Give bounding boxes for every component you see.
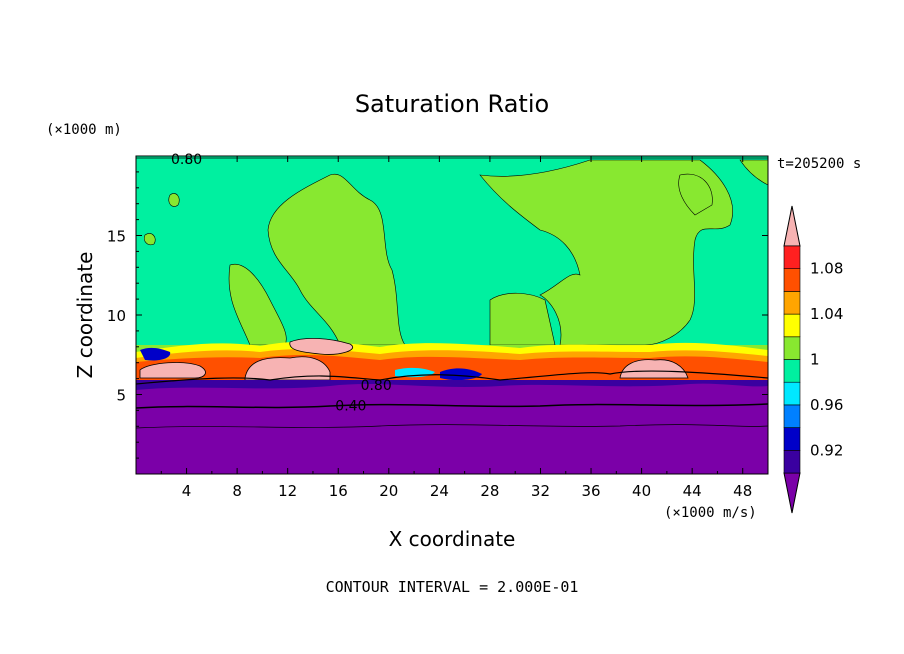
colorbar-tick-label: 0.96 bbox=[810, 396, 843, 414]
colorbar-swatch bbox=[783, 449, 801, 474]
x-tick-label: 36 bbox=[581, 482, 600, 500]
x-unit-label: (×1000 m/s) bbox=[664, 505, 757, 521]
contour-line bbox=[135, 403, 769, 409]
y-tick-label: 10 bbox=[107, 307, 126, 325]
contour-label: 0.80 bbox=[361, 378, 392, 394]
contour-line bbox=[135, 370, 769, 385]
contour-interval-footer: CONTOUR INTERVAL = 2.000E-01 bbox=[326, 578, 579, 596]
transition-band-wave bbox=[136, 383, 768, 394]
upper-moist-patch bbox=[143, 233, 156, 246]
colorbar-tick-label: 1.04 bbox=[810, 305, 843, 323]
cloud-layer-pink bbox=[139, 362, 206, 379]
cloud-layer-pink bbox=[244, 356, 331, 381]
upper-moist-patch bbox=[678, 173, 713, 216]
colorbar-tick-label: 1 bbox=[810, 351, 820, 369]
contour-line bbox=[135, 424, 769, 429]
x-tick-label: 12 bbox=[278, 482, 297, 500]
y-axis: 5 10 15 bbox=[107, 171, 768, 459]
x-axis: 4 8 12 16 20 24 28 32 36 40 44 48 bbox=[160, 156, 752, 500]
y-tick-label: 15 bbox=[107, 228, 126, 246]
cloud-layer-blue bbox=[140, 347, 171, 361]
cloud-layer-blue bbox=[440, 368, 482, 381]
cloud-layer-pink bbox=[289, 338, 353, 355]
plot-area: 0.800.800.40 bbox=[135, 152, 769, 475]
colorbar-swatch bbox=[783, 336, 801, 360]
y-tick-label: 5 bbox=[116, 387, 126, 405]
upper-moist-patch bbox=[228, 263, 287, 346]
colorbar-swatch bbox=[783, 268, 801, 292]
x-axis-label: X coordinate bbox=[389, 527, 516, 551]
colorbar-swatch bbox=[783, 404, 801, 428]
y-axis-label: Z coordinate bbox=[73, 252, 97, 379]
x-tick-label: 16 bbox=[329, 482, 348, 500]
x-tick-label: 20 bbox=[379, 482, 398, 500]
contour-label: 0.40 bbox=[335, 399, 366, 415]
colorbar-tick-label: 1.08 bbox=[810, 260, 843, 278]
colorbar: 0.92 0.96 1 1.04 1.08 bbox=[783, 205, 843, 514]
colorbar-swatch bbox=[783, 245, 801, 270]
chart-title: Saturation Ratio bbox=[355, 90, 549, 118]
upper-moist-patch bbox=[489, 292, 556, 346]
colorbar-top-arrow bbox=[783, 205, 801, 247]
upper-moist-patch bbox=[479, 159, 733, 346]
upper-moist-patch bbox=[168, 193, 180, 207]
x-tick-label: 48 bbox=[733, 482, 752, 500]
x-tick-label: 28 bbox=[480, 482, 499, 500]
x-tick-label: 40 bbox=[632, 482, 651, 500]
y-unit-label: (×1000 m) bbox=[46, 122, 122, 138]
colorbar-bottom-arrow bbox=[783, 472, 801, 514]
colorbar-swatch bbox=[783, 359, 801, 383]
colorbar-swatch bbox=[783, 313, 801, 338]
upper-moist-patch bbox=[267, 173, 406, 346]
time-label: t=205200 s bbox=[777, 156, 861, 172]
x-tick-label: 8 bbox=[232, 482, 242, 500]
x-tick-label: 32 bbox=[531, 482, 550, 500]
colorbar-swatch bbox=[783, 427, 801, 451]
colorbar-tick-label: 0.92 bbox=[810, 441, 843, 459]
x-tick-label: 24 bbox=[430, 482, 449, 500]
x-tick-label: 44 bbox=[683, 482, 702, 500]
colorbar-swatch bbox=[783, 381, 801, 406]
x-tick-label: 4 bbox=[182, 482, 192, 500]
colorbar-swatch bbox=[783, 291, 801, 315]
